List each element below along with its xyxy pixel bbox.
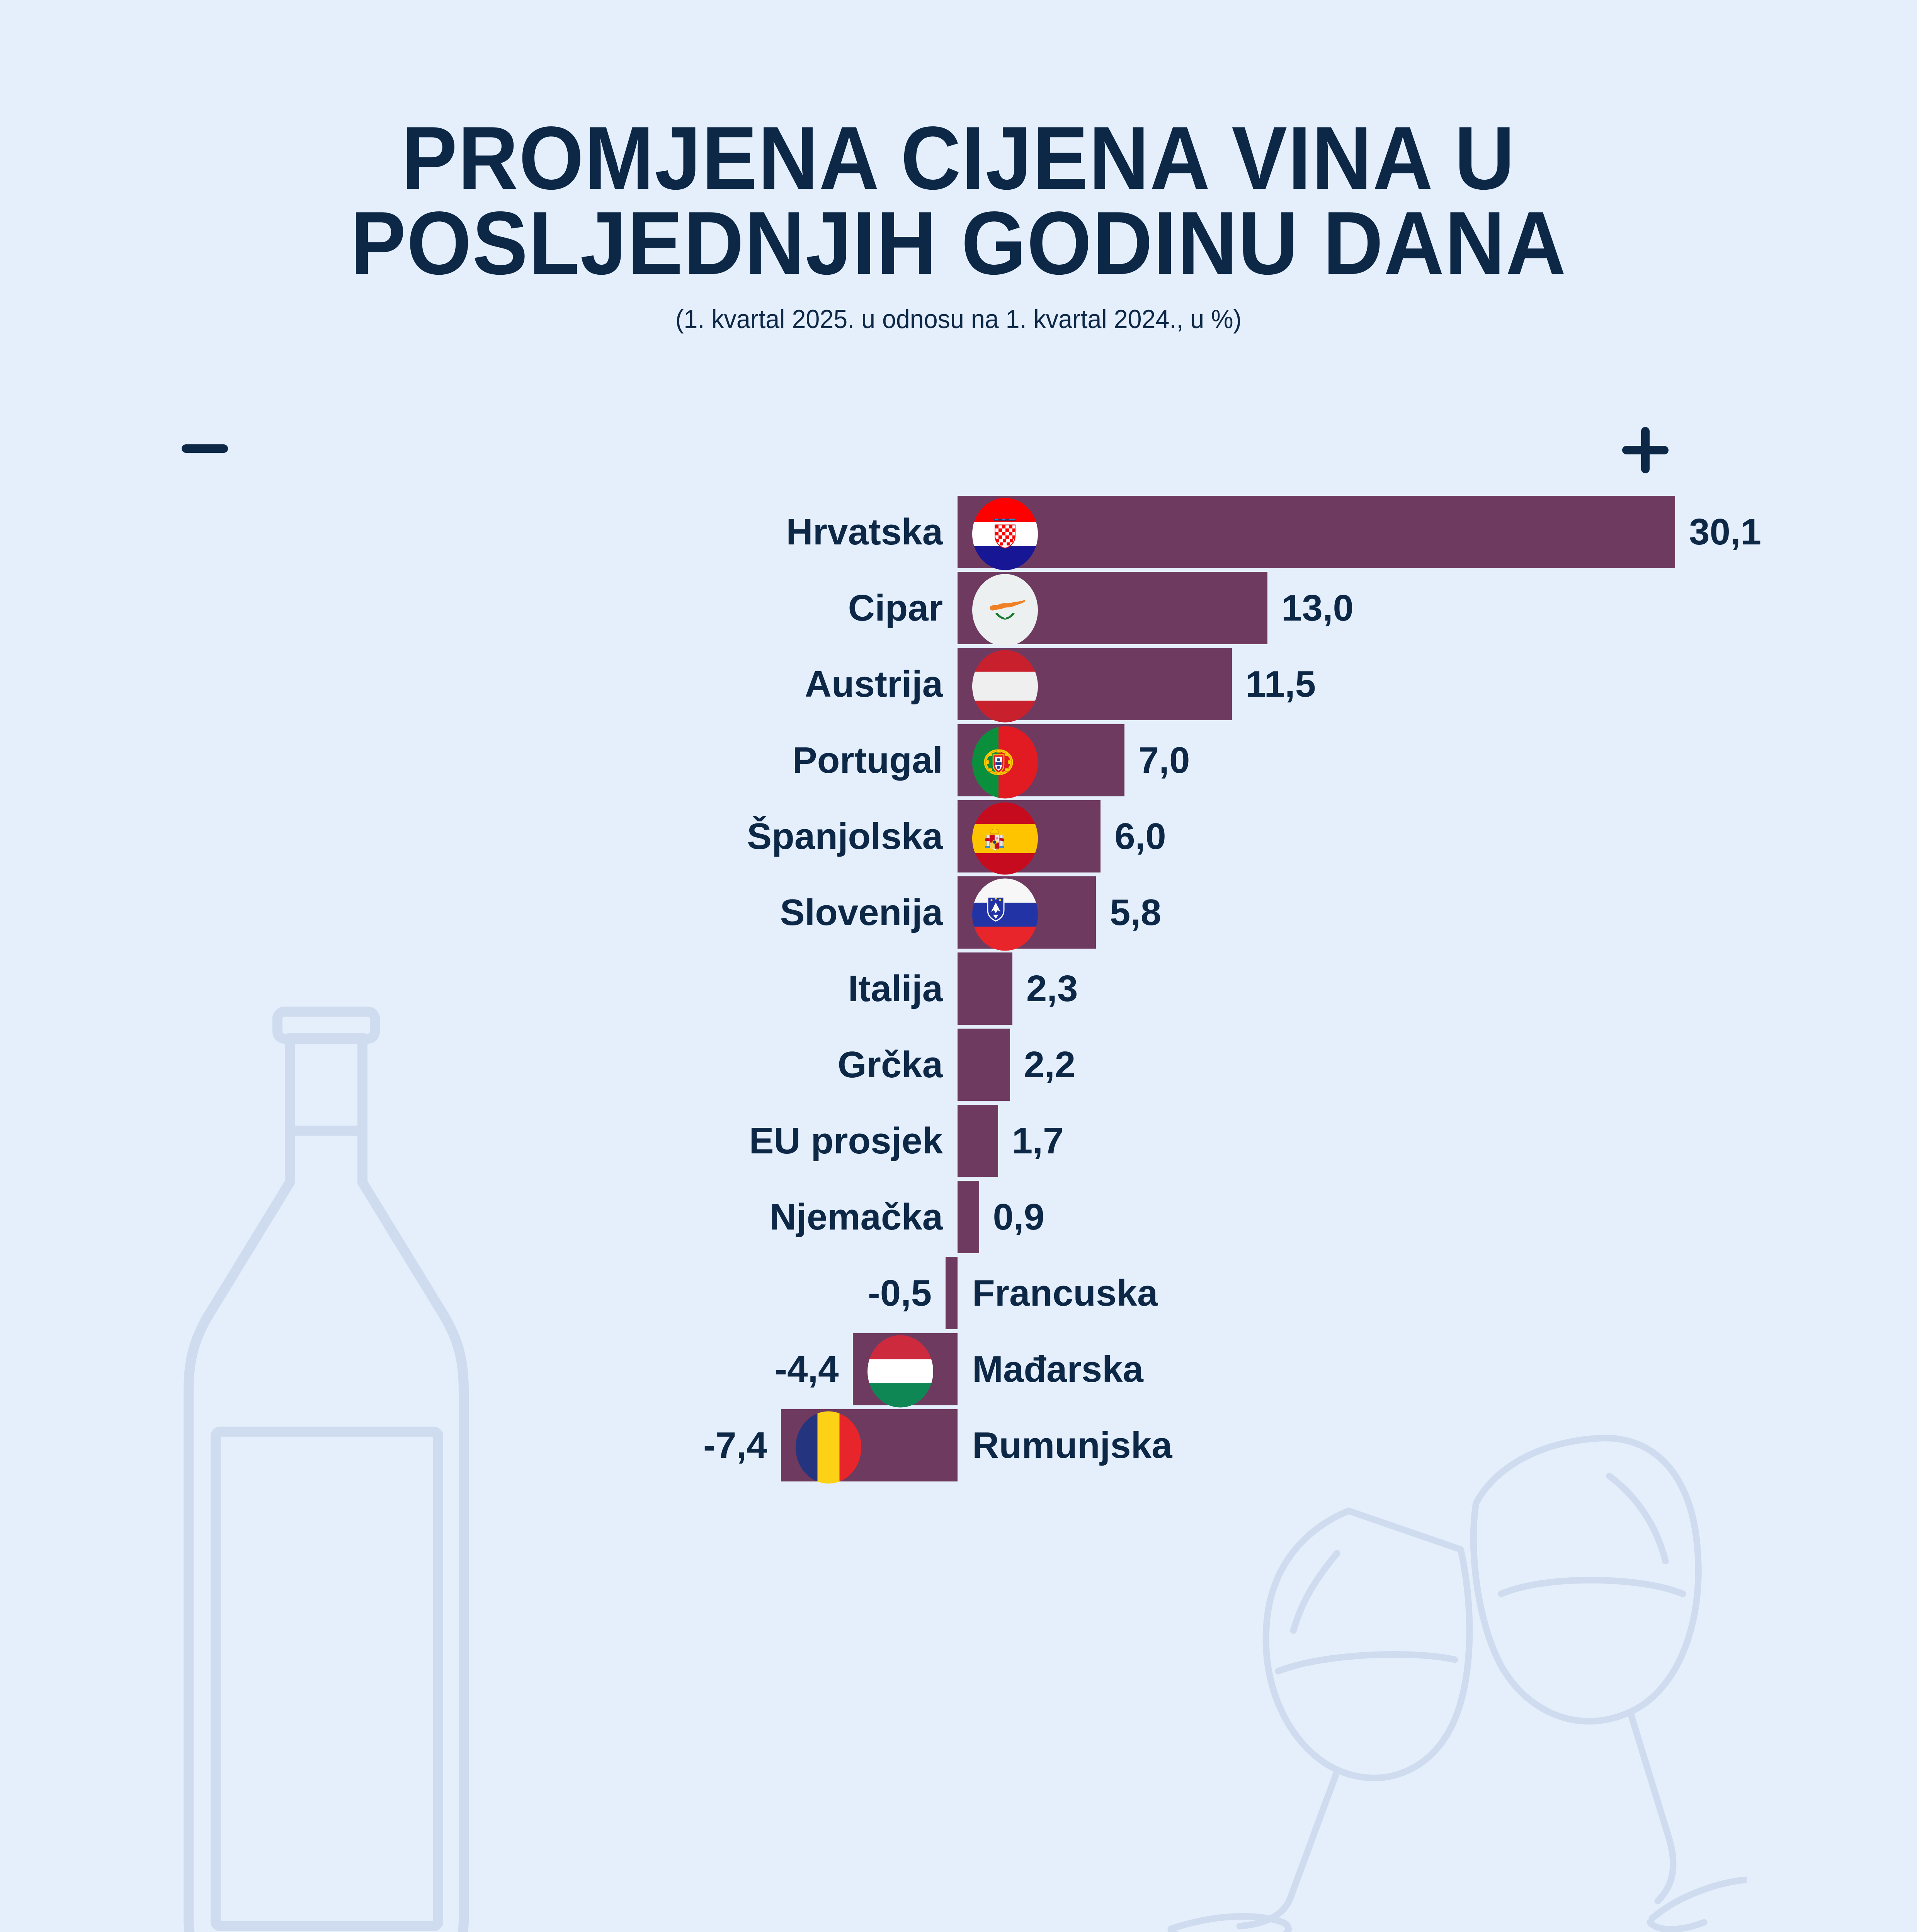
header: PROMJENA CIJENA VINA U POSLJEDNJIH GODIN… xyxy=(0,0,1917,334)
category-label: Francuska xyxy=(972,1272,1158,1314)
chart-row: Slovenija 5,8 xyxy=(0,876,1917,952)
value-label: 1,7 xyxy=(1012,1120,1064,1162)
cyprus-flag-icon xyxy=(972,574,1038,646)
chart-row: Njemačka 0,9 xyxy=(0,1181,1917,1257)
chart-row: Portugal 7,0 xyxy=(0,724,1917,800)
plus-axis-marker-icon xyxy=(1622,427,1669,473)
value-label: -0,5 xyxy=(867,1272,932,1314)
value-label: 5,8 xyxy=(1109,891,1162,933)
chart-row: Španjolska 6,0 xyxy=(0,800,1917,876)
chart-row: Rumunjska -7,4 xyxy=(0,1409,1917,1485)
value-label: 6,0 xyxy=(1114,815,1166,857)
value-label: 0,9 xyxy=(993,1196,1044,1238)
value-label: 2,2 xyxy=(1024,1044,1076,1085)
chart-row: Francuska -0,5 xyxy=(0,1257,1917,1333)
category-label: Rumunjska xyxy=(972,1424,1172,1466)
spain-flag-icon xyxy=(972,802,1038,874)
page-subtitle: (1. kvartal 2025. u odnosu na 1. kvartal… xyxy=(675,304,1242,334)
value-label: 11,5 xyxy=(1245,663,1316,705)
austria-flag-icon xyxy=(972,650,1038,722)
chart-row: EU prosjek 1,7 xyxy=(0,1105,1917,1181)
chart-row: Austrija 11,5 xyxy=(0,648,1917,724)
value-label: 7,0 xyxy=(1138,739,1190,781)
hungary-flag-icon xyxy=(867,1335,933,1407)
bar-chart: Hrvatska 30,1 Cipar 13,0 Austrija 11,5 Portuga… xyxy=(0,496,1917,1485)
category-label: Cipar xyxy=(848,587,943,629)
minus-axis-marker-icon xyxy=(182,444,228,453)
value-label: 30,1 xyxy=(1689,511,1761,553)
category-label: Portugal xyxy=(792,739,943,781)
romania-flag-icon xyxy=(796,1411,862,1483)
bar xyxy=(958,1029,1010,1101)
croatia-flag-icon xyxy=(972,498,1038,570)
chart-row: Italija 2,3 xyxy=(0,952,1917,1029)
page-title: PROMJENA CIJENA VINA U POSLJEDNJIH GODIN… xyxy=(350,108,1567,294)
slovenia-flag-icon xyxy=(972,878,1038,951)
bar xyxy=(958,1181,979,1253)
value-label: -7,4 xyxy=(703,1424,767,1466)
bar xyxy=(958,1105,998,1177)
chart-row: Hrvatska 30,1 xyxy=(0,496,1917,572)
chart-row: Grčka 2,2 xyxy=(0,1029,1917,1105)
bar xyxy=(958,496,1675,568)
category-label: EU prosjek xyxy=(749,1120,943,1162)
bar xyxy=(958,952,1012,1025)
category-label: Hrvatska xyxy=(786,511,943,553)
category-label: Španjolska xyxy=(747,815,943,857)
value-label: -4,4 xyxy=(775,1348,839,1390)
value-label: 2,3 xyxy=(1026,968,1078,1009)
category-label: Italija xyxy=(848,968,943,1009)
category-label: Austrija xyxy=(805,663,943,705)
category-label: Mađarska xyxy=(972,1348,1143,1390)
category-label: Slovenija xyxy=(780,891,943,933)
bar xyxy=(946,1257,958,1329)
chart-row: Mađarska -4,4 xyxy=(0,1333,1917,1409)
category-label: Grčka xyxy=(837,1044,943,1085)
category-label: Njemačka xyxy=(769,1196,943,1238)
value-label: 13,0 xyxy=(1281,587,1354,629)
portugal-flag-icon xyxy=(972,726,1038,798)
chart-row: Cipar 13,0 xyxy=(0,572,1917,648)
